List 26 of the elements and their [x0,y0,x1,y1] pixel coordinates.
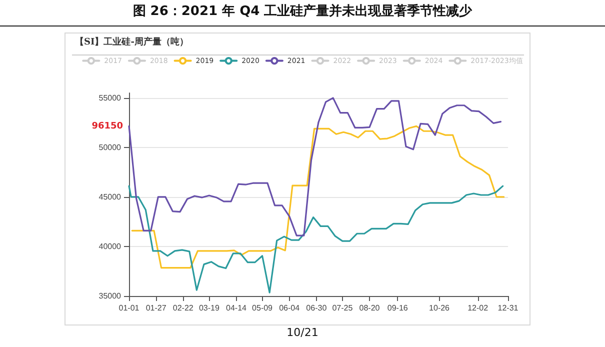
x-tick-label: 12-02 [468,304,489,312]
y-tick-label: 35000 [98,292,122,300]
line-series [128,185,504,294]
y-tick-label: 50000 [98,142,122,152]
x-tick-label: 07-25 [332,304,354,312]
line-series [128,97,502,236]
x-tick-label: 02-22 [172,304,194,312]
x-tick-label: 03-19 [198,304,220,312]
x-tick-label: 06-30 [306,304,328,312]
x-tick-label: 01-27 [146,304,167,312]
x-tick-label: 10-26 [429,304,450,312]
line-series [131,125,505,269]
x-tick-label: 04-14 [226,304,248,312]
y-tick-label: 40000 [98,242,122,251]
x-tick-label: 08-20 [359,304,380,312]
y-tick-label: 55000 [98,93,122,102]
x-tick-label: 06-04 [279,304,300,312]
text: 10/21 [286,326,318,339]
x-tick-label: 05-09 [252,304,274,312]
x-tick-label: 09-16 [387,304,408,312]
x-tick-label: 01-01 [118,304,140,312]
x-tick-label: 12-31 [498,304,519,312]
text: 96150 [92,122,123,132]
y-tick-label: 45000 [98,192,122,202]
chart-title: 图 26：2021 年 Q4 工业硅产量并未出现显著季节性减少 [132,3,474,19]
chart-subtitle: 【SI】工业硅-周产量（吨） [75,36,188,48]
